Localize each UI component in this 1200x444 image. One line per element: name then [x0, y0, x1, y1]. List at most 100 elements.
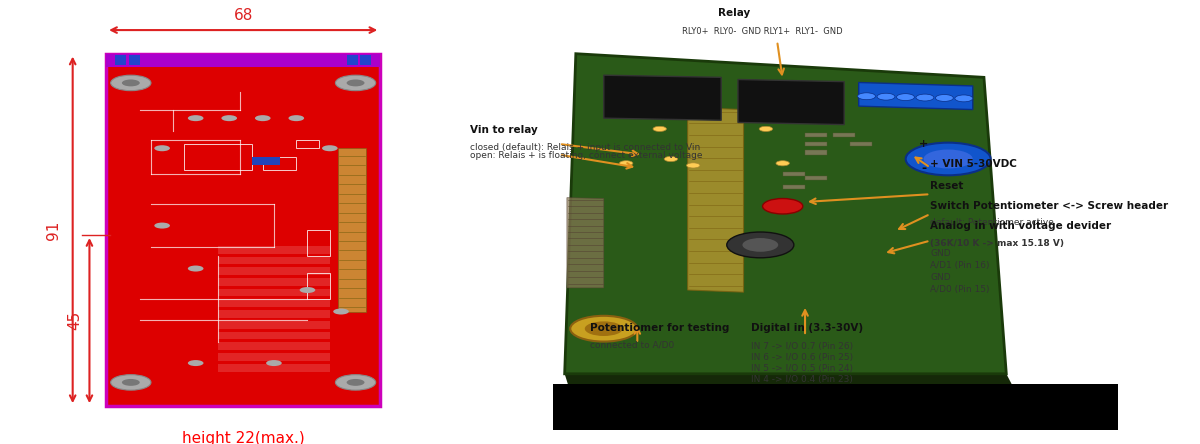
- Text: IN 7 -> I/O 0.7 (Pin 26): IN 7 -> I/O 0.7 (Pin 26): [751, 341, 853, 351]
- Text: Relay: Relay: [718, 8, 750, 18]
- Circle shape: [288, 115, 304, 121]
- Bar: [805, 133, 828, 138]
- Text: 68: 68: [234, 8, 253, 23]
- Circle shape: [760, 127, 773, 131]
- Circle shape: [155, 145, 170, 151]
- Bar: [218, 289, 330, 297]
- Polygon shape: [565, 54, 1007, 374]
- Text: IN 5 -> I/O 0.5 (Pin 24): IN 5 -> I/O 0.5 (Pin 24): [751, 364, 853, 373]
- Text: A/D0 (Pin 15): A/D0 (Pin 15): [930, 285, 990, 294]
- Polygon shape: [565, 374, 1012, 385]
- Circle shape: [110, 375, 151, 390]
- Bar: [553, 384, 1123, 430]
- Bar: [218, 310, 330, 318]
- Circle shape: [916, 94, 934, 101]
- Circle shape: [727, 232, 794, 258]
- Circle shape: [188, 360, 204, 366]
- Text: +: +: [919, 139, 928, 149]
- Text: Switch Potentiometer <-> Screw header: Switch Potentiometer <-> Screw header: [930, 201, 1169, 210]
- Bar: [850, 142, 872, 146]
- Bar: [218, 364, 330, 372]
- Circle shape: [776, 161, 790, 166]
- Bar: [218, 321, 330, 329]
- Text: + VIN 5-30VDC: + VIN 5-30VDC: [930, 159, 1018, 169]
- Circle shape: [896, 94, 914, 100]
- Circle shape: [936, 95, 953, 101]
- Circle shape: [336, 375, 376, 390]
- Bar: [296, 140, 319, 148]
- Circle shape: [334, 309, 349, 314]
- Bar: [782, 185, 805, 189]
- Circle shape: [322, 145, 337, 151]
- Bar: [218, 267, 330, 275]
- Polygon shape: [688, 107, 744, 292]
- Bar: [252, 157, 280, 166]
- Circle shape: [686, 163, 700, 168]
- Circle shape: [762, 198, 803, 214]
- Circle shape: [110, 75, 151, 91]
- Circle shape: [155, 222, 170, 229]
- Polygon shape: [859, 83, 973, 110]
- Bar: [218, 299, 330, 307]
- Bar: [337, 148, 366, 312]
- Text: Reset: Reset: [930, 181, 964, 191]
- Text: GND: GND: [930, 249, 950, 258]
- Circle shape: [188, 266, 204, 272]
- Bar: [805, 142, 828, 146]
- Bar: [218, 342, 330, 350]
- Bar: [805, 151, 828, 155]
- Circle shape: [653, 127, 666, 131]
- Bar: [360, 55, 371, 65]
- Circle shape: [254, 115, 270, 121]
- Bar: [115, 55, 126, 65]
- Bar: [218, 332, 330, 339]
- Circle shape: [955, 95, 973, 102]
- Circle shape: [347, 379, 365, 386]
- Circle shape: [188, 115, 204, 121]
- Text: height 22(max.): height 22(max.): [182, 431, 305, 444]
- Bar: [218, 257, 330, 264]
- Text: 45: 45: [67, 311, 83, 330]
- Circle shape: [619, 161, 632, 166]
- Circle shape: [570, 316, 637, 341]
- Circle shape: [858, 93, 876, 100]
- Bar: [782, 172, 805, 176]
- Polygon shape: [738, 79, 844, 125]
- Bar: [307, 273, 330, 299]
- Circle shape: [584, 321, 623, 336]
- Bar: [107, 54, 380, 67]
- Circle shape: [743, 238, 779, 252]
- Circle shape: [300, 287, 316, 293]
- Bar: [128, 55, 139, 65]
- Bar: [307, 230, 330, 256]
- Bar: [218, 278, 330, 286]
- Circle shape: [664, 156, 678, 162]
- Circle shape: [266, 360, 282, 366]
- Bar: [218, 246, 330, 254]
- Text: Digital in (3.3-30V): Digital in (3.3-30V): [751, 323, 864, 333]
- Text: GND: GND: [930, 273, 950, 282]
- Text: open: Relais + is floating, connect external voltage: open: Relais + is floating, connect exte…: [469, 151, 702, 160]
- Text: IN 4 -> I/O 0.4 (Pin 23): IN 4 -> I/O 0.4 (Pin 23): [751, 375, 853, 384]
- Bar: [107, 54, 380, 406]
- Text: Vin to relay: Vin to relay: [469, 125, 538, 135]
- Text: connected to A/D0: connected to A/D0: [590, 341, 674, 350]
- Circle shape: [221, 115, 238, 121]
- Polygon shape: [566, 198, 604, 288]
- Text: Potentiomer for testing: Potentiomer for testing: [590, 323, 730, 333]
- Circle shape: [877, 93, 895, 100]
- Text: default: Potentiomer active: default: Potentiomer active: [930, 218, 1054, 227]
- Bar: [185, 144, 252, 170]
- Circle shape: [924, 150, 973, 168]
- Bar: [805, 176, 828, 180]
- Circle shape: [336, 75, 376, 91]
- Bar: [263, 157, 296, 170]
- Circle shape: [122, 379, 139, 386]
- Text: A/D1 (Pin 16): A/D1 (Pin 16): [930, 261, 990, 270]
- Text: Analog in with voltage devider: Analog in with voltage devider: [930, 221, 1111, 231]
- Polygon shape: [604, 75, 721, 120]
- Text: 91: 91: [46, 220, 61, 240]
- Bar: [833, 133, 856, 138]
- Text: IN 6 -> I/O 0.6 (Pin 25): IN 6 -> I/O 0.6 (Pin 25): [751, 353, 853, 362]
- Text: closed (default): Relais + input is connected to Vin: closed (default): Relais + input is conn…: [469, 143, 700, 152]
